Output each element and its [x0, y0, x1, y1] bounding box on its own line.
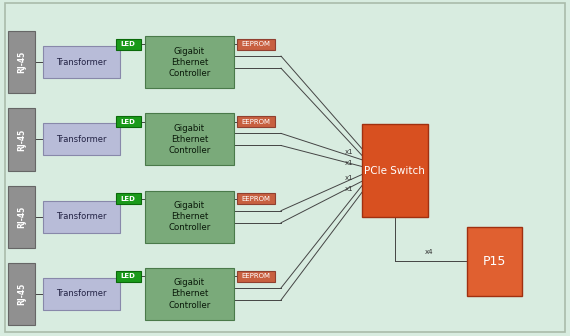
Bar	[237, 116, 275, 127]
Bar	[362, 124, 428, 217]
Text: PCIe Switch: PCIe Switch	[364, 166, 425, 175]
Bar	[116, 194, 141, 204]
Bar	[237, 39, 275, 50]
Text: x1: x1	[345, 149, 353, 155]
Text: x1: x1	[345, 186, 353, 192]
Bar	[43, 278, 120, 310]
Bar	[467, 227, 522, 296]
Text: LED: LED	[121, 273, 136, 279]
Bar	[8, 108, 35, 171]
Text: Gigabit
Ethernet
Controller: Gigabit Ethernet Controller	[168, 201, 211, 232]
Text: EEPROM: EEPROM	[242, 196, 270, 202]
Text: Transformer: Transformer	[56, 135, 107, 144]
Text: Gigabit
Ethernet
Controller: Gigabit Ethernet Controller	[168, 47, 211, 78]
Text: EEPROM: EEPROM	[242, 119, 270, 125]
Bar	[145, 36, 234, 88]
Bar	[8, 31, 35, 93]
Text: RJ-45: RJ-45	[17, 51, 26, 73]
Bar	[8, 263, 35, 325]
Text: LED: LED	[121, 41, 136, 47]
Bar	[145, 268, 234, 320]
Text: x1: x1	[345, 175, 353, 181]
Bar	[8, 185, 35, 248]
Bar	[43, 201, 120, 233]
Text: RJ-45: RJ-45	[17, 206, 26, 228]
Bar	[237, 271, 275, 282]
Text: EEPROM: EEPROM	[242, 273, 270, 279]
Text: Transformer: Transformer	[56, 58, 107, 67]
Text: Gigabit
Ethernet
Controller: Gigabit Ethernet Controller	[168, 124, 211, 155]
Bar	[145, 191, 234, 243]
Bar	[116, 116, 141, 127]
Text: LED: LED	[121, 196, 136, 202]
Text: Transformer: Transformer	[56, 212, 107, 221]
Bar	[237, 194, 275, 204]
Text: x4: x4	[425, 249, 433, 255]
Text: LED: LED	[121, 119, 136, 125]
Bar	[145, 114, 234, 166]
Text: P15: P15	[483, 255, 506, 268]
Text: Transformer: Transformer	[56, 290, 107, 298]
Bar	[43, 124, 120, 155]
Bar	[116, 39, 141, 50]
Text: EEPROM: EEPROM	[242, 41, 270, 47]
Bar	[43, 46, 120, 78]
Text: x1: x1	[345, 160, 353, 166]
Text: RJ-45: RJ-45	[17, 283, 26, 305]
Bar	[116, 271, 141, 282]
FancyBboxPatch shape	[5, 3, 565, 332]
Text: RJ-45: RJ-45	[17, 128, 26, 151]
Text: Gigabit
Ethernet
Controller: Gigabit Ethernet Controller	[168, 279, 211, 309]
